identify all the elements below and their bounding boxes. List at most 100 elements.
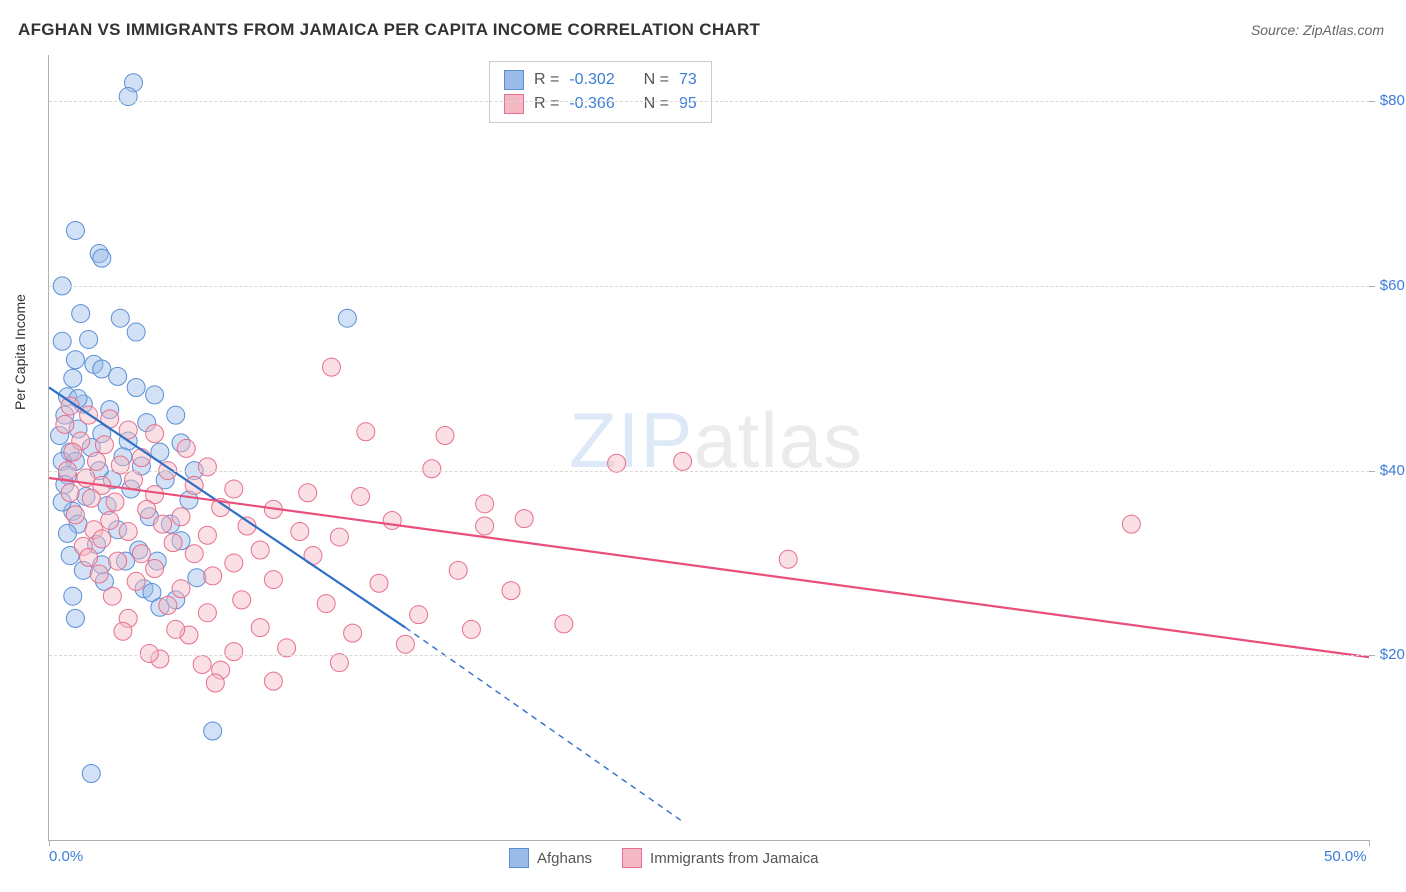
data-point <box>101 511 119 529</box>
data-point <box>204 722 222 740</box>
data-point <box>93 360 111 378</box>
stat-r-val-0: -0.302 <box>569 71 614 89</box>
data-point <box>164 534 182 552</box>
stats-legend-box: R = -0.302 N = 73 R = -0.366 N = 95 <box>489 61 712 123</box>
data-point <box>106 493 124 511</box>
trend-line <box>49 478 1369 657</box>
source-prefix: Source: <box>1251 22 1303 38</box>
data-point <box>66 609 84 627</box>
legend-label-jamaica: Immigrants from Jamaica <box>650 850 818 867</box>
data-point <box>383 511 401 529</box>
data-point <box>66 506 84 524</box>
data-point <box>264 672 282 690</box>
data-point <box>449 561 467 579</box>
data-point <box>330 654 348 672</box>
data-point <box>167 620 185 638</box>
data-point <box>436 426 454 444</box>
data-point <box>206 674 224 692</box>
data-point <box>233 591 251 609</box>
data-point <box>80 330 98 348</box>
y-tick-label: $80,000 <box>1374 92 1406 109</box>
data-point <box>127 572 145 590</box>
data-point <box>193 656 211 674</box>
chart-plot-area: ZIPatlas R = -0.302 N = 73 R = -0.366 N … <box>48 55 1369 841</box>
data-point <box>53 332 71 350</box>
data-point <box>82 765 100 783</box>
data-point <box>56 415 74 433</box>
data-point <box>317 595 335 613</box>
swatch-jamaica <box>504 94 524 114</box>
legend-label-afghans: Afghans <box>537 850 592 867</box>
trend-line-extrapolated <box>405 628 682 822</box>
y-axis-label: Per Capita Income <box>12 294 28 410</box>
data-point <box>476 517 494 535</box>
data-point <box>462 620 480 638</box>
data-point <box>146 386 164 404</box>
data-point <box>109 552 127 570</box>
data-point <box>188 569 206 587</box>
y-tick-label: $60,000 <box>1374 277 1406 294</box>
data-point <box>114 622 132 640</box>
data-point <box>111 309 129 327</box>
source-label: Source: ZipAtlas.com <box>1251 22 1384 38</box>
data-point <box>515 510 533 528</box>
data-point <box>127 378 145 396</box>
data-point <box>154 515 172 533</box>
data-point <box>124 471 142 489</box>
data-point <box>64 369 82 387</box>
data-point <box>58 524 76 542</box>
data-point <box>132 449 150 467</box>
data-point <box>338 309 356 327</box>
data-point <box>264 571 282 589</box>
data-point <box>93 530 111 548</box>
data-point <box>167 406 185 424</box>
gridline <box>49 101 1369 102</box>
data-point <box>370 574 388 592</box>
y-tick-label: $40,000 <box>1374 462 1406 479</box>
data-point <box>204 567 222 585</box>
legend-item-jamaica: Immigrants from Jamaica <box>622 848 818 868</box>
data-point <box>61 484 79 502</box>
data-point <box>476 495 494 513</box>
stat-n-val-0: 73 <box>679 71 697 89</box>
chart-title: AFGHAN VS IMMIGRANTS FROM JAMAICA PER CA… <box>18 20 760 40</box>
data-point <box>779 550 797 568</box>
data-point <box>80 548 98 566</box>
data-point <box>127 323 145 341</box>
data-point <box>555 615 573 633</box>
data-point <box>146 425 164 443</box>
data-point <box>64 587 82 605</box>
data-point <box>423 460 441 478</box>
data-point <box>396 635 414 653</box>
data-point <box>140 644 158 662</box>
stat-n-label: N = <box>644 71 669 89</box>
data-point <box>119 523 137 541</box>
data-point <box>352 487 370 505</box>
data-point <box>330 528 348 546</box>
stats-row-jamaica: R = -0.366 N = 95 <box>504 92 697 116</box>
data-point <box>198 458 216 476</box>
data-point <box>109 367 127 385</box>
data-point <box>299 484 317 502</box>
data-point <box>278 639 296 657</box>
legend-item-afghans: Afghans <box>509 848 592 868</box>
data-point <box>64 443 82 461</box>
gridline <box>49 655 1369 656</box>
data-point <box>138 500 156 518</box>
stat-r-val-1: -0.366 <box>569 95 614 113</box>
data-point <box>132 545 150 563</box>
data-point <box>322 358 340 376</box>
data-point <box>103 587 121 605</box>
data-point <box>172 508 190 526</box>
data-point <box>185 545 203 563</box>
data-point <box>251 619 269 637</box>
stat-n-label: N = <box>644 95 669 113</box>
data-point <box>608 454 626 472</box>
data-point <box>88 452 106 470</box>
legend-swatch-jamaica <box>622 848 642 868</box>
data-point <box>291 523 309 541</box>
x-tick-label: 0.0% <box>49 848 83 865</box>
data-point <box>95 436 113 454</box>
data-point <box>93 249 111 267</box>
source-name: ZipAtlas.com <box>1303 22 1384 38</box>
